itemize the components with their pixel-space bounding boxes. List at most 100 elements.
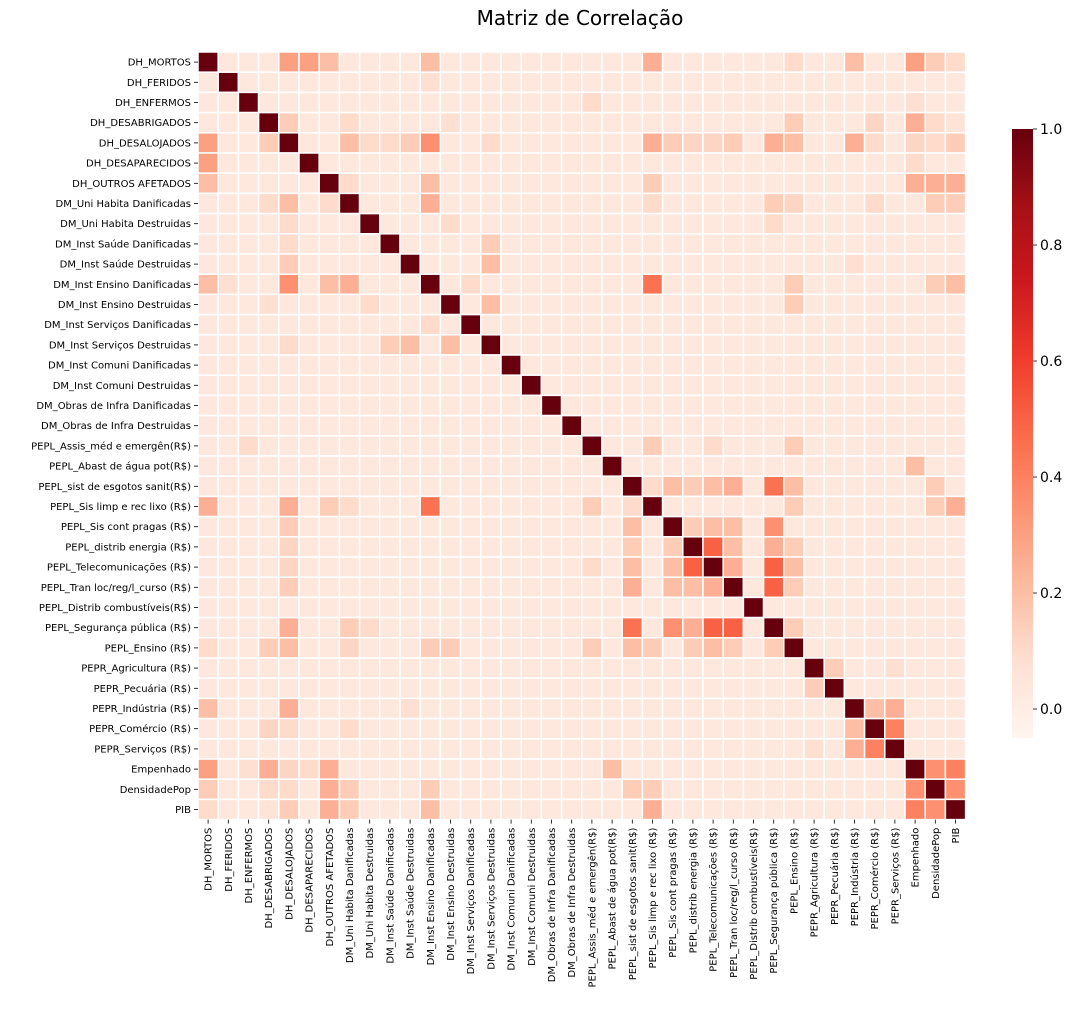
- heatmap-cell: [661, 495, 684, 518]
- heatmap-cell: [843, 152, 866, 174]
- heatmap-cell: [783, 515, 805, 538]
- heatmap-cell: [601, 778, 623, 801]
- heatmap-cell: [722, 556, 745, 578]
- heatmap-cell: [823, 111, 846, 134]
- heatmap-cell: [278, 778, 300, 801]
- y-tick-label: PEPL_Assis_méd e emergên(R$): [31, 440, 191, 452]
- heatmap-cell: [197, 717, 219, 740]
- heatmap-cell: [621, 616, 644, 639]
- heatmap-cell: [459, 677, 482, 700]
- heatmap-cell: [621, 738, 644, 760]
- heatmap-cell: [803, 334, 825, 356]
- x-tick-label: PEPL_Distrib combustíveis(R$): [748, 828, 760, 980]
- heatmap-cell: [904, 233, 926, 255]
- heatmap-cell: [318, 313, 341, 336]
- heatmap-cell: [419, 616, 442, 639]
- heatmap-cell: [419, 697, 442, 720]
- heatmap-cell: [823, 313, 846, 336]
- heatmap-cell: [924, 394, 947, 417]
- heatmap-cell: [803, 293, 825, 316]
- heatmap-cell: [682, 273, 704, 296]
- heatmap-cell: [924, 435, 947, 457]
- heatmap-cell: [480, 738, 502, 760]
- heatmap-cell: [843, 778, 866, 801]
- heatmap-cell: [217, 152, 240, 174]
- heatmap-cell: [419, 374, 442, 397]
- heatmap-cell: [237, 717, 260, 740]
- heatmap-cell: [742, 677, 765, 700]
- x-tick-label: PEPR_Pecuária (R$): [829, 828, 841, 926]
- heatmap-cell: [318, 758, 341, 780]
- heatmap-cell: [560, 495, 583, 518]
- heatmap-cell: [399, 717, 421, 740]
- heatmap-cell: [540, 778, 563, 801]
- y-tick-label: PEPL_Telecomunicações (R$): [47, 563, 191, 574]
- heatmap-cell: [843, 616, 866, 639]
- heatmap-cell: [702, 293, 724, 316]
- heatmap-cell: [682, 697, 704, 720]
- heatmap-cell: [560, 616, 583, 639]
- heatmap-cell: [560, 51, 583, 73]
- heatmap-cell: [500, 778, 522, 801]
- heatmap-cell: [884, 738, 906, 760]
- heatmap-cell: [338, 172, 361, 195]
- heatmap-cell: [661, 51, 684, 73]
- heatmap-cell: [358, 455, 381, 477]
- heatmap-cell: [702, 212, 724, 235]
- heatmap-cell: [217, 313, 240, 336]
- heatmap-cell: [217, 758, 240, 780]
- heatmap-cell: [257, 172, 280, 195]
- heatmap-cell: [601, 738, 623, 760]
- heatmap-cell: [318, 798, 341, 821]
- heatmap-cell: [884, 677, 906, 700]
- heatmap-cell: [601, 374, 623, 397]
- heatmap-cell: [318, 91, 341, 114]
- heatmap-cell: [459, 536, 482, 558]
- heatmap-cell: [924, 657, 947, 679]
- heatmap-cell: [500, 212, 522, 235]
- heatmap-cell: [500, 515, 522, 538]
- heatmap-cell: [560, 374, 583, 397]
- heatmap-cell: [459, 273, 482, 296]
- heatmap-cell: [884, 515, 906, 538]
- heatmap-cell: [904, 313, 926, 336]
- heatmap-cell: [520, 475, 543, 498]
- heatmap-cell: [480, 233, 502, 255]
- heatmap-cell: [783, 172, 805, 195]
- heatmap-cell: [197, 71, 219, 94]
- heatmap-cell: [459, 637, 482, 659]
- heatmap-cell: [358, 798, 381, 821]
- heatmap-cell: [823, 455, 846, 477]
- heatmap-cell: [298, 334, 320, 356]
- heatmap-cell: [823, 515, 846, 538]
- heatmap-cell: [480, 697, 502, 720]
- heatmap-cell: [358, 91, 381, 114]
- heatmap-cell: [944, 495, 967, 518]
- heatmap-cell: [843, 212, 866, 235]
- heatmap-cell: [298, 71, 320, 94]
- heatmap-cell: [480, 758, 502, 780]
- heatmap-cell: [863, 313, 886, 336]
- heatmap-cell: [621, 374, 644, 397]
- heatmap-cell: [540, 596, 563, 619]
- heatmap-cell: [540, 414, 563, 437]
- y-tick-label: DM_Uni Habita Destruidas: [60, 219, 191, 230]
- heatmap-cell: [783, 212, 805, 235]
- heatmap-cell: [197, 192, 219, 215]
- heatmap-cell: [641, 212, 664, 235]
- heatmap-cell: [358, 515, 381, 538]
- heatmap-cell: [500, 616, 522, 639]
- heatmap-cell: [904, 515, 926, 538]
- heatmap-cell: [257, 576, 280, 599]
- heatmap-cell: [560, 253, 583, 275]
- heatmap-cell: [338, 536, 361, 558]
- y-tick-label: PIB: [175, 805, 191, 816]
- heatmap-cell: [742, 71, 765, 94]
- heatmap-cell: [298, 435, 320, 457]
- x-tick-label: DH_DESAPARECIDOS: [305, 828, 316, 933]
- y-tick-label: DM_Inst Comuni Destruidas: [53, 381, 191, 392]
- heatmap-cell: [904, 354, 926, 376]
- heatmap-cell: [924, 273, 947, 296]
- heatmap-cell: [298, 51, 320, 73]
- heatmap-cell: [419, 435, 442, 457]
